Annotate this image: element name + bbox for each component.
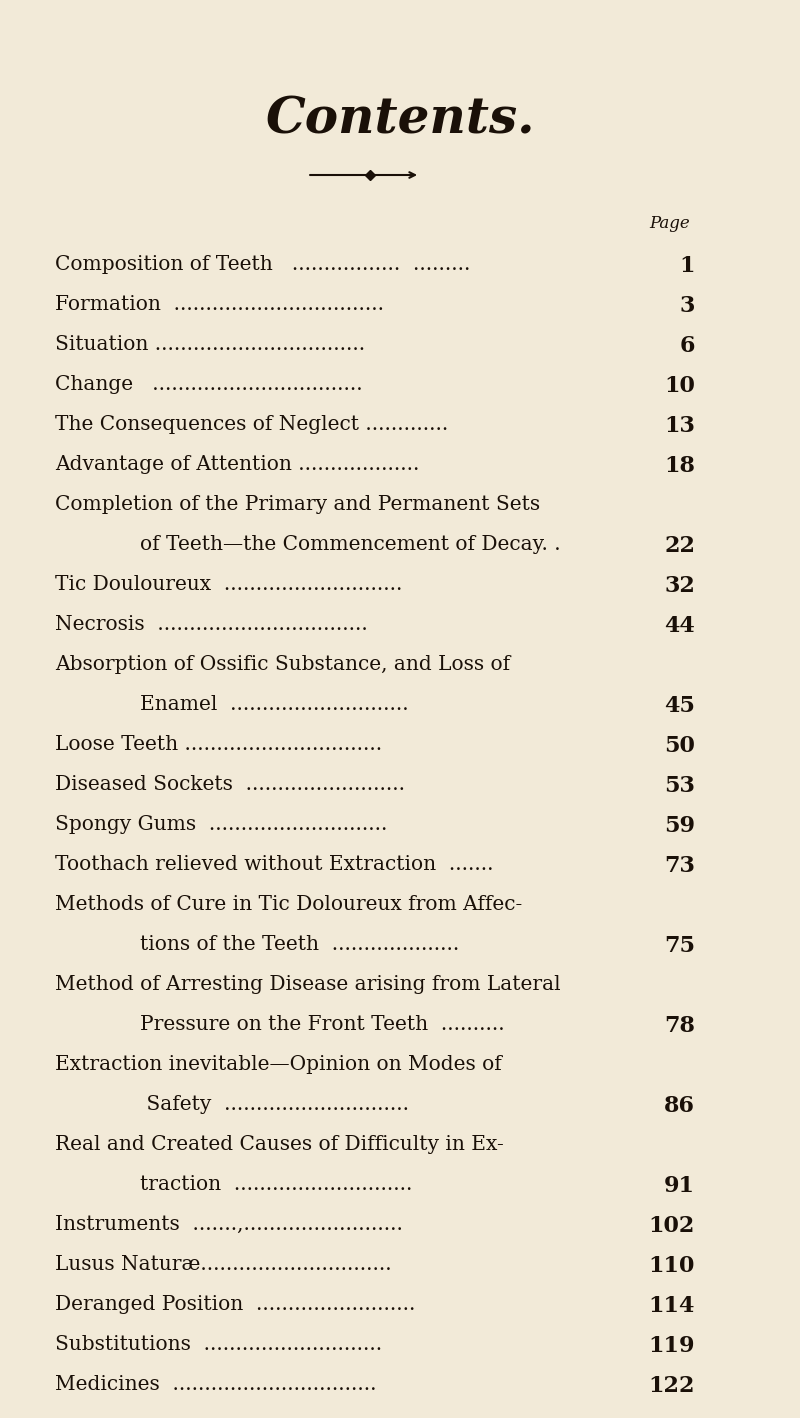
Text: 32: 32 (664, 576, 695, 597)
Text: Situation .................................: Situation ..............................… (55, 335, 365, 354)
Text: Necrosis  .................................: Necrosis ...............................… (55, 615, 368, 634)
Text: 86: 86 (664, 1095, 695, 1117)
Text: 53: 53 (664, 776, 695, 797)
Text: 6: 6 (679, 335, 695, 357)
Text: Medicines  ................................: Medicines ..............................… (55, 1375, 377, 1394)
Text: 73: 73 (664, 855, 695, 876)
Text: Composition of Teeth   .................  .........: Composition of Teeth ................. .… (55, 255, 470, 274)
Text: 22: 22 (664, 535, 695, 557)
Text: 45: 45 (664, 695, 695, 718)
Text: Diseased Sockets  .........................: Diseased Sockets .......................… (55, 776, 405, 794)
Text: Toothach relieved without Extraction  .......: Toothach relieved without Extraction ...… (55, 855, 494, 873)
Text: tions of the Teeth  ....................: tions of the Teeth .................... (140, 934, 459, 954)
Text: Absorption of Ossific Substance, and Loss of: Absorption of Ossific Substance, and Los… (55, 655, 510, 674)
Text: 59: 59 (664, 815, 695, 837)
Text: Enamel  ............................: Enamel ............................ (140, 695, 409, 715)
Text: Deranged Position  .........................: Deranged Position ......................… (55, 1295, 415, 1314)
Text: 110: 110 (649, 1255, 695, 1278)
Text: Loose Teeth ...............................: Loose Teeth ............................… (55, 735, 382, 754)
Text: Completion of the Primary and Permanent Sets: Completion of the Primary and Permanent … (55, 495, 540, 513)
Text: 119: 119 (649, 1334, 695, 1357)
Text: 78: 78 (664, 1015, 695, 1037)
Text: 10: 10 (664, 374, 695, 397)
Text: traction  ............................: traction ............................ (140, 1176, 412, 1194)
Text: 75: 75 (664, 934, 695, 957)
Text: Page: Page (650, 216, 690, 233)
Text: Extraction inevitable—Opinion on Modes of: Extraction inevitable—Opinion on Modes o… (55, 1055, 502, 1073)
Text: Lusus Naturæ..............................: Lusus Naturæ............................… (55, 1255, 392, 1273)
Text: The Consequences of Neglect .............: The Consequences of Neglect ............… (55, 415, 448, 434)
Text: 102: 102 (649, 1215, 695, 1236)
Text: 44: 44 (664, 615, 695, 637)
Text: Substitutions  ............................: Substitutions ..........................… (55, 1334, 382, 1354)
Text: Real and Created Causes of Difficulty in Ex-: Real and Created Causes of Difficulty in… (55, 1134, 504, 1154)
Text: 1: 1 (679, 255, 695, 277)
Text: Methods of Cure in Tic Doloureux from Affec-: Methods of Cure in Tic Doloureux from Af… (55, 895, 522, 915)
Text: 114: 114 (649, 1295, 695, 1317)
Text: Formation  .................................: Formation ..............................… (55, 295, 384, 313)
Text: 13: 13 (664, 415, 695, 437)
Text: Change   .................................: Change ................................. (55, 374, 362, 394)
Text: Method of Arresting Disease arising from Lateral: Method of Arresting Disease arising from… (55, 976, 561, 994)
Text: Safety  .............................: Safety ............................. (140, 1095, 409, 1115)
Text: 91: 91 (664, 1176, 695, 1197)
Text: 50: 50 (664, 735, 695, 757)
Text: Spongy Gums  ............................: Spongy Gums ............................ (55, 815, 387, 834)
Text: of Teeth—the Commencement of Decay. .: of Teeth—the Commencement of Decay. . (140, 535, 561, 554)
Text: 122: 122 (649, 1375, 695, 1397)
Text: Advantage of Attention ...................: Advantage of Attention .................… (55, 455, 419, 474)
Text: Tic Douloureux  ............................: Tic Douloureux .........................… (55, 576, 402, 594)
Text: 3: 3 (680, 295, 695, 318)
Text: Instruments  .......,.........................: Instruments .......,....................… (55, 1215, 403, 1234)
Text: 18: 18 (664, 455, 695, 476)
Text: Pressure on the Front Teeth  ..........: Pressure on the Front Teeth .......... (140, 1015, 505, 1034)
Text: Contents.: Contents. (266, 95, 534, 145)
